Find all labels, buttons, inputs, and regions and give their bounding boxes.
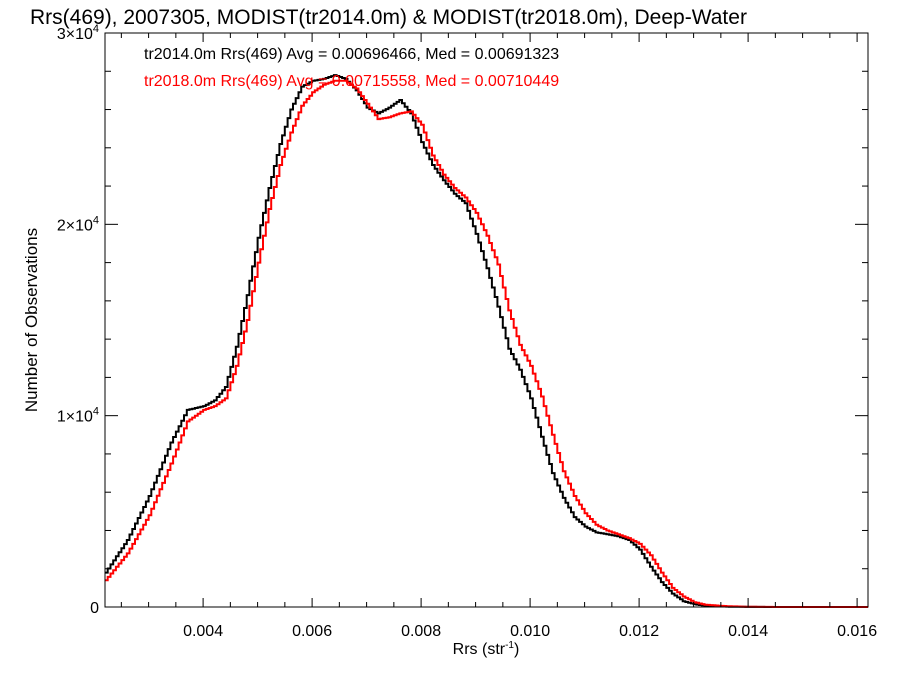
y-tick-label: 3×104 [57,23,99,43]
legend: tr2014.0m Rrs(469) Avg = 0.00696466, Med… [144,46,559,90]
x-tick-label: 0.014 [728,623,768,640]
plot-curves [105,74,868,608]
legend-entry: tr2018.0m Rrs(469) Avg = 0.00715558, Med… [144,73,559,90]
y-axis-ticks: 0 1×104 2×104 3×104 [57,23,868,617]
y-tick-label: 2×104 [57,214,99,234]
x-tick-label: 0.008 [401,623,441,640]
y-tick-label: 0 [90,600,99,617]
legend-entry: tr2014.0m Rrs(469) Avg = 0.00696466, Med… [144,46,559,63]
series-line-2 [105,79,868,608]
chart-title: Rrs(469), 2007305, MODIST(tr2014.0m) & M… [30,6,747,29]
x-tick-label: 0.016 [837,623,877,640]
series-line-1 [105,74,868,608]
x-tick-label: 0.010 [510,623,550,640]
x-axis-label-exponent: -1 [505,640,514,651]
x-tick-label: 0.004 [183,623,223,640]
x-axis-label-close: ) [514,641,519,658]
x-axis-ticks: 0.004 0.006 0.008 0.010 0.012 0.014 0.016 [120,33,877,640]
y-axis-label: Number of Observations [22,228,41,412]
x-axis-label-main: Rrs (str [453,641,506,658]
y-tick-label: 1×104 [57,406,99,426]
x-tick-label: 0.006 [292,623,332,640]
plot-frame [104,32,869,608]
x-tick-label: 0.012 [619,623,659,640]
x-axis-label: Rrs (str-1) [453,640,520,658]
